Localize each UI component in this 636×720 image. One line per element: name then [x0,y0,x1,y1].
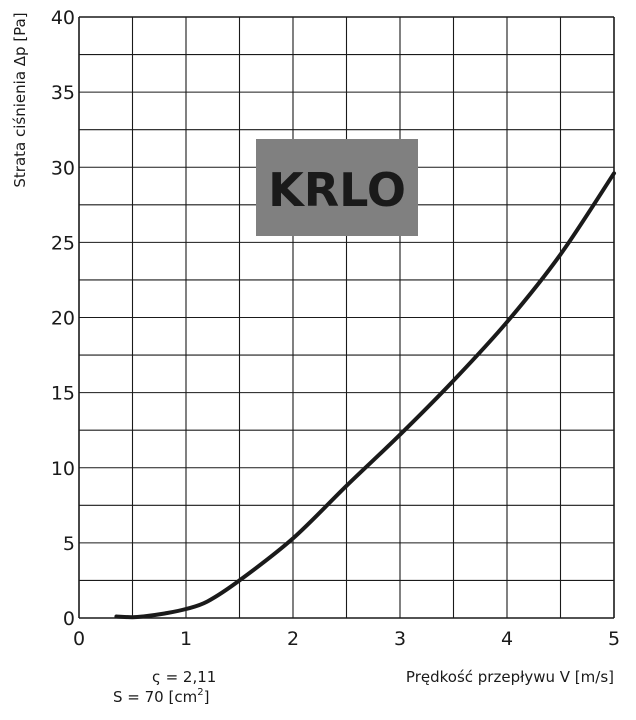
x-tick-label: 2 [287,628,299,650]
y-tick-label: 0 [63,608,75,630]
y-tick-label: 35 [51,82,75,104]
zeta-annotation: ς = 2,11 [152,668,216,686]
x-tick-label: 3 [394,628,406,650]
area-annotation-prefix: S = 70 [cm [113,688,197,706]
grid [78,16,615,619]
y-tick-label: 40 [51,7,75,29]
area-annotation-superscript: 2 [197,687,203,698]
y-tick-label: 25 [51,232,75,254]
x-tick-labels: 0 1 2 3 4 5 [73,628,620,650]
y-tick-label: 5 [63,533,75,555]
series-layer [114,171,616,620]
y-tick-label: 10 [51,458,75,480]
x-tick-label: 1 [180,628,192,650]
x-tick-label: 0 [73,628,85,650]
y-tick-label: 15 [51,383,75,405]
area-annotation-suffix: ] [204,688,210,706]
x-axis-label: Prędkość przepływu V [m/s] [406,668,614,686]
area-annotation: S = 70 [cm2] [113,687,209,706]
y-tick-label: 20 [51,308,75,330]
x-tick-label: 5 [608,628,620,650]
logo-badge: KRLO [256,139,418,236]
pressure-loss-curve [114,171,616,620]
x-tick-label: 4 [501,628,513,650]
y-tick-labels: 0 5 10 15 20 25 30 35 40 [51,7,75,630]
y-axis-label: Strata ciśnienia Δp [Pa] [11,12,29,187]
y-tick-label: 30 [51,157,75,179]
logo-badge-background [256,139,418,236]
logo-badge-text: KRLO [268,163,406,217]
